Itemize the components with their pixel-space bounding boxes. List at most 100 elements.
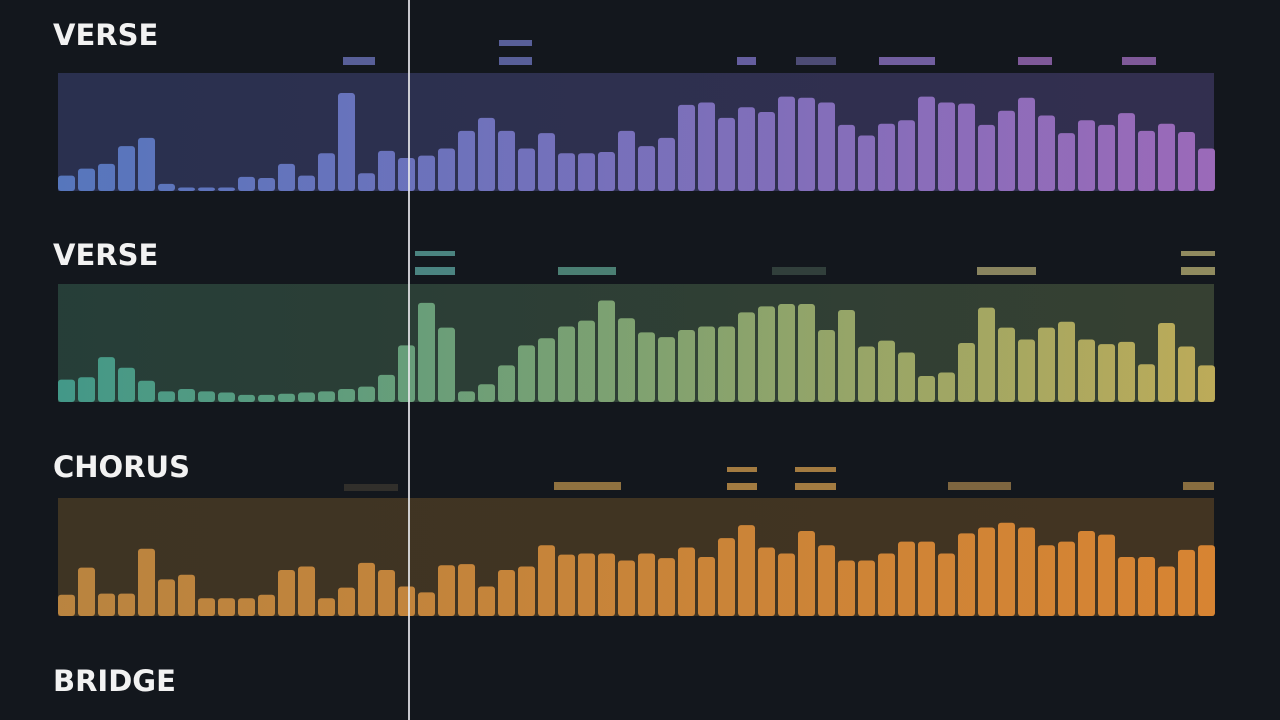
waveform-bar <box>458 130 475 191</box>
waveform-bar <box>1118 341 1135 402</box>
waveform-bar <box>58 594 75 616</box>
waveform-bar <box>978 124 995 191</box>
marker <box>772 267 826 275</box>
waveform-bar <box>238 176 255 191</box>
waveform-bar <box>158 391 175 402</box>
waveform-bar <box>1038 327 1055 402</box>
waveform-bar <box>58 379 75 402</box>
waveform-bar <box>178 187 195 191</box>
waveform-bar <box>798 531 815 616</box>
waveform-bar <box>378 569 395 616</box>
waveform-bar <box>578 320 595 402</box>
waveform-bar <box>358 173 375 191</box>
waveform-bar <box>778 304 795 402</box>
waveform-bar <box>1098 344 1115 402</box>
waveform-bar <box>398 345 415 402</box>
waveform-bar <box>678 547 695 616</box>
waveform-bar <box>1198 545 1215 616</box>
waveform-bar <box>1018 339 1035 402</box>
waveform-bar <box>378 150 395 191</box>
waveform-bar <box>338 587 355 616</box>
waveform-bar <box>878 340 895 402</box>
waveform-bar <box>918 376 935 402</box>
waveform-bar <box>138 137 155 191</box>
waveform-bar <box>398 586 415 616</box>
waveform-bar <box>498 130 515 191</box>
waveform-bar <box>1098 534 1115 616</box>
waveform-bar <box>78 168 95 191</box>
waveform-bar <box>758 547 775 616</box>
marker <box>948 482 1011 490</box>
waveform-bar <box>758 306 775 402</box>
waveform-bar <box>258 394 275 402</box>
waveform-bar <box>478 384 495 402</box>
marker <box>499 40 532 46</box>
waveform-bar <box>218 187 235 191</box>
marker <box>558 267 616 275</box>
track-label: VERSE <box>53 18 158 52</box>
waveform-bar <box>958 103 975 191</box>
waveform-bar <box>298 392 315 402</box>
waveform-bar <box>718 538 735 616</box>
waveform-bar <box>1198 148 1215 191</box>
marker <box>554 482 621 490</box>
waveform-bar <box>158 579 175 616</box>
waveform-bar <box>498 569 515 616</box>
waveform-bar <box>558 326 575 402</box>
waveform-bar <box>858 346 875 402</box>
waveform-bar <box>878 553 895 616</box>
waveform-bar <box>1018 97 1035 191</box>
waveform-bar <box>178 389 195 402</box>
waveform-bar <box>818 545 835 616</box>
waveform-bar <box>778 553 795 616</box>
waveform-bar <box>198 187 215 191</box>
waveform-bar <box>838 560 855 616</box>
waveform-bar <box>738 525 755 616</box>
waveform-bar <box>1018 527 1035 616</box>
waveform-bar <box>398 157 415 191</box>
waveform-bar <box>798 304 815 402</box>
waveform-bar <box>1138 364 1155 402</box>
waveform-bar <box>358 562 375 616</box>
waveform-bar <box>858 560 875 616</box>
waveform-bar <box>618 318 635 402</box>
waveform-bar <box>298 175 315 191</box>
waveform-bar <box>438 565 455 616</box>
waveform-bar <box>658 137 675 191</box>
waveform-bar <box>858 135 875 191</box>
waveform-bar <box>178 574 195 616</box>
waveform-bar <box>898 541 915 616</box>
waveform-bar <box>638 553 655 616</box>
waveform-bar <box>538 545 555 616</box>
marker <box>879 57 935 65</box>
waveform-bar <box>318 598 335 616</box>
waveform-bar <box>1118 557 1135 616</box>
waveform-bar <box>1078 120 1095 191</box>
waveform-bar <box>418 592 435 616</box>
waveform-bar <box>1158 566 1175 616</box>
track-label: CHORUS <box>53 450 190 484</box>
waveform-bar <box>138 380 155 402</box>
waveform-bar <box>98 357 115 402</box>
waveform-bar <box>578 153 595 191</box>
marker <box>1018 57 1052 65</box>
waveform-bar <box>78 567 95 616</box>
waveform-bar <box>1198 365 1215 402</box>
waveform-bar <box>818 102 835 191</box>
waveform-bar <box>338 93 355 191</box>
clip-markers <box>343 40 1215 491</box>
waveform-bar <box>138 548 155 616</box>
marker <box>343 57 375 65</box>
marker <box>344 484 398 491</box>
waveform-bar <box>698 557 715 616</box>
waveform-bar <box>198 391 215 402</box>
waveform-bar <box>278 163 295 191</box>
waveform-bar <box>738 312 755 402</box>
waveform-bar <box>98 163 115 191</box>
waveform-bar <box>1178 132 1195 191</box>
waveform-bar <box>718 326 735 402</box>
waveform-bar <box>1138 557 1155 616</box>
marker <box>795 467 836 472</box>
waveform-bar <box>1158 322 1175 402</box>
